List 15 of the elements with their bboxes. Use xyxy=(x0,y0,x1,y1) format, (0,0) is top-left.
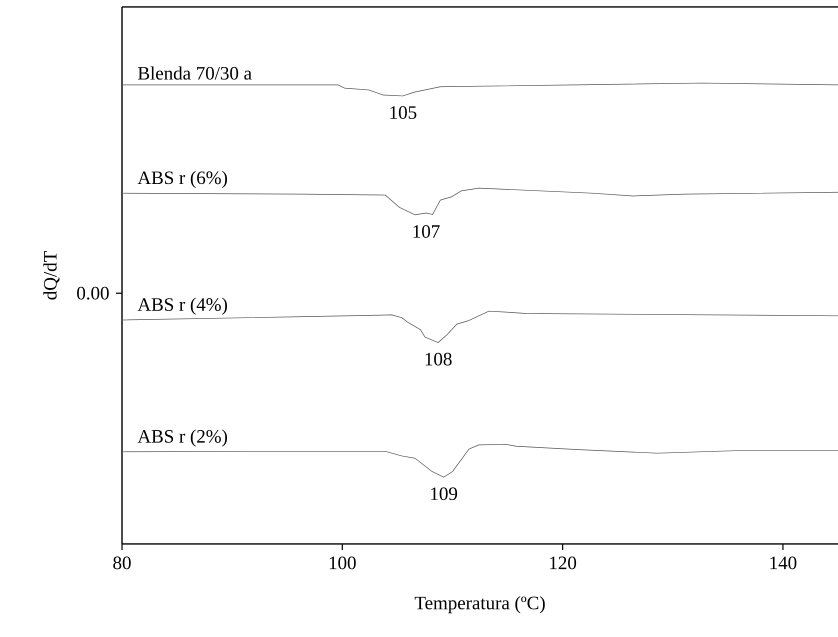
x-tick-label: 100 xyxy=(330,556,356,570)
text: 0.00 xyxy=(77,286,109,300)
series-label: Blenda 70/30 a xyxy=(138,66,252,80)
annotation: 109 xyxy=(431,487,458,500)
x-tick-label: 140 xyxy=(770,556,796,570)
annotation: 107 xyxy=(413,225,440,238)
annotation: 105 xyxy=(390,106,416,119)
series-label: ABS r (2%) xyxy=(138,429,227,447)
x-tick-label: 120 xyxy=(550,556,576,570)
series-label: ABS r (4%) xyxy=(138,298,227,315)
y-axis-title: dQ/dT xyxy=(43,251,60,300)
x-axis-title: Temperatura (ºC) xyxy=(414,596,545,614)
x-tick-label: 80 xyxy=(113,556,131,570)
annotation: 108 xyxy=(426,352,452,366)
series-label: ABS r (6%) xyxy=(138,170,227,188)
